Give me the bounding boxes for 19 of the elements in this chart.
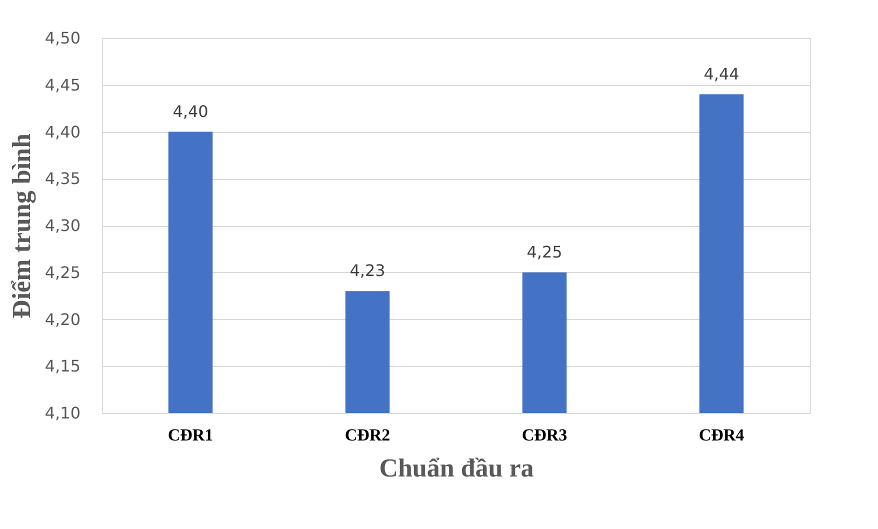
y-tick-label: 4,45 xyxy=(44,75,80,94)
y-tick-label: 4,50 xyxy=(44,28,80,48)
y-tick-label: 4,15 xyxy=(44,356,80,376)
y-tick-label: 4,25 xyxy=(44,262,80,282)
data-label: 4,44 xyxy=(704,64,740,84)
y-tick-label: 4,35 xyxy=(44,169,80,188)
y-tick-label: 4,20 xyxy=(44,310,80,329)
x-tick-label: CĐR4 xyxy=(698,426,745,444)
x-tick-label: CĐR1 xyxy=(168,426,214,444)
y-tick-label: 4,30 xyxy=(44,216,80,235)
x-tick-label: CĐR2 xyxy=(344,426,390,444)
x-tick-label: CĐR3 xyxy=(522,426,568,444)
y-tick-label: 4,10 xyxy=(44,404,80,422)
data-label: 4,25 xyxy=(526,242,562,262)
x-axis-title: Chuẩn đầu ra xyxy=(379,454,534,482)
data-label: 4,23 xyxy=(350,261,386,280)
y-tick-label: 4,40 xyxy=(44,122,80,142)
y-axis-title: Điểm trung bình xyxy=(6,133,36,318)
data-label: 4,40 xyxy=(172,102,208,121)
